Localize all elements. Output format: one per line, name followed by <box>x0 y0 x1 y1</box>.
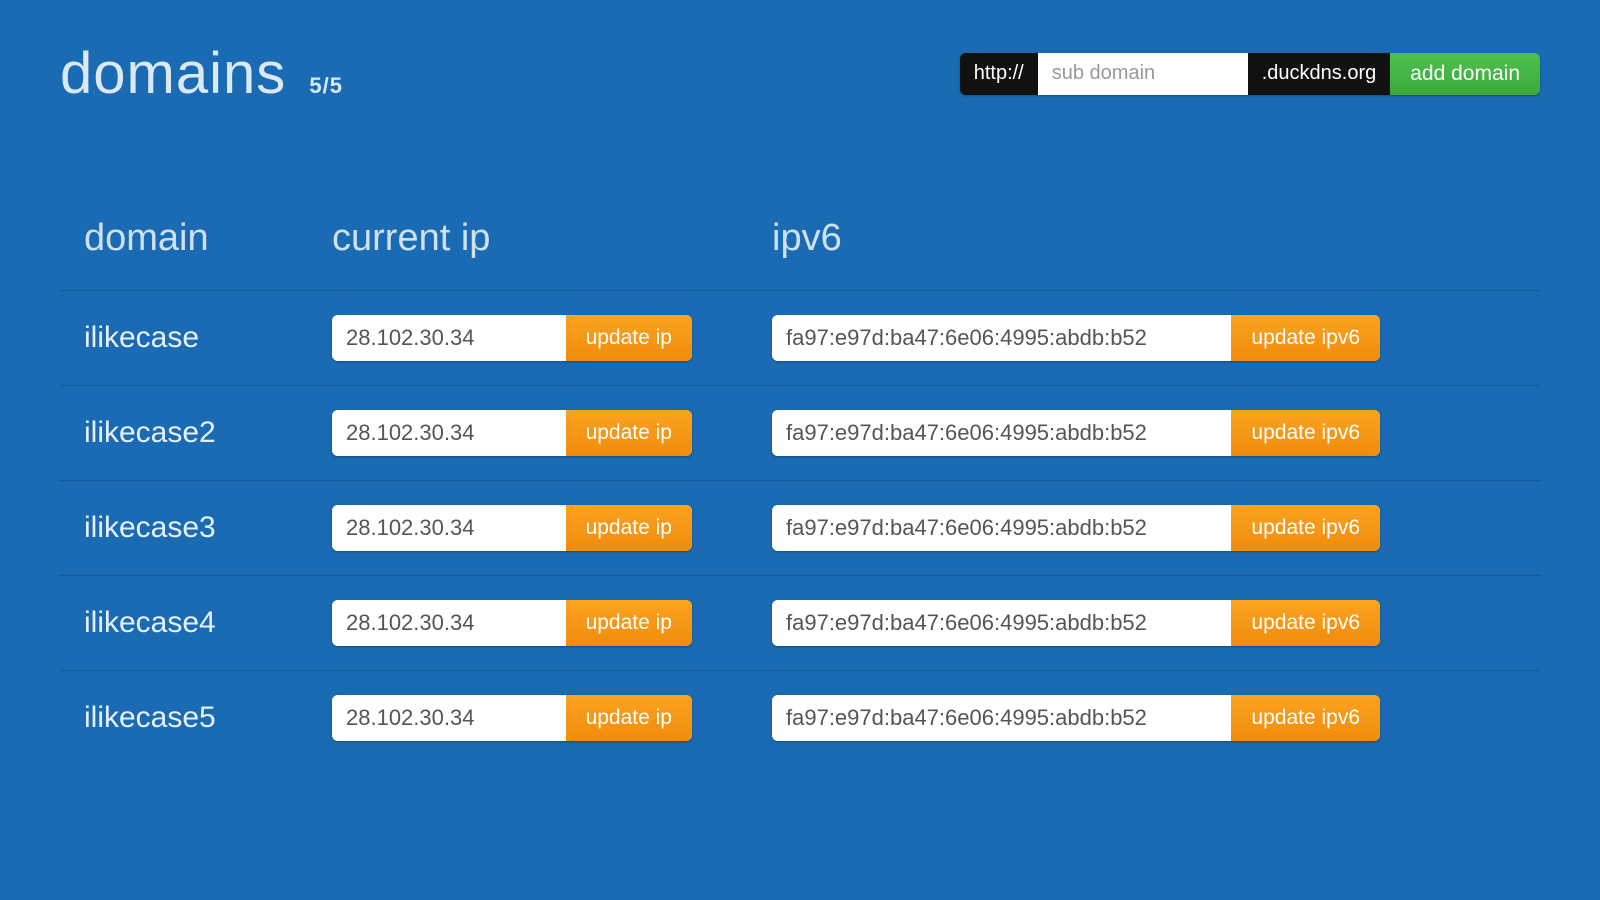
ipv6-input[interactable] <box>772 695 1231 741</box>
ipv6-input[interactable] <box>772 410 1231 456</box>
domain-name: ilikecase3 <box>84 511 332 545</box>
url-prefix-addon: http:// <box>960 53 1038 95</box>
ipv6-input-group: update ipv6 <box>772 505 1380 551</box>
ipv6-cell: update ipv6 <box>772 600 1380 646</box>
ipv6-input-group: update ipv6 <box>772 315 1380 361</box>
ip-input-group: update ip <box>332 315 692 361</box>
domain-count: 5/5 <box>309 73 343 98</box>
domain-name: ilikecase5 <box>84 701 332 735</box>
subdomain-input[interactable] <box>1038 53 1248 95</box>
ip-input[interactable] <box>332 505 566 551</box>
update-ipv6-button[interactable]: update ipv6 <box>1231 600 1380 646</box>
ipv6-input[interactable] <box>772 505 1231 551</box>
ipv6-cell: update ipv6 <box>772 315 1380 361</box>
table-row: ilikecase4 update ip update ipv6 <box>60 575 1540 670</box>
column-header-domain: domain <box>84 217 332 260</box>
add-domain-button[interactable]: add domain <box>1390 53 1540 95</box>
domain-name: ilikecase4 <box>84 606 332 640</box>
ip-cell: update ip <box>332 695 772 741</box>
domain-table-body: ilikecase update ip update ipv6 ilikecase2 u… <box>60 290 1540 765</box>
ipv6-input[interactable] <box>772 315 1231 361</box>
update-ip-button[interactable]: update ip <box>566 410 692 456</box>
update-ip-button[interactable]: update ip <box>566 600 692 646</box>
ip-input[interactable] <box>332 410 566 456</box>
column-header-ipv6: ipv6 <box>772 217 1516 260</box>
ip-input[interactable] <box>332 695 566 741</box>
update-ipv6-button[interactable]: update ipv6 <box>1231 410 1380 456</box>
ip-input[interactable] <box>332 600 566 646</box>
update-ipv6-button[interactable]: update ipv6 <box>1231 315 1380 361</box>
page-title: domains 5/5 <box>60 40 343 107</box>
ip-input-group: update ip <box>332 695 692 741</box>
add-domain-form: http:// .duckdns.org add domain <box>960 53 1540 95</box>
table-row: ilikecase3 update ip update ipv6 <box>60 480 1540 575</box>
domain-name: ilikecase2 <box>84 416 332 450</box>
ip-cell: update ip <box>332 315 772 361</box>
column-header-ip: current ip <box>332 217 772 260</box>
ip-input-group: update ip <box>332 600 692 646</box>
ip-input-group: update ip <box>332 505 692 551</box>
ip-input-group: update ip <box>332 410 692 456</box>
domain-name: ilikecase <box>84 321 332 355</box>
table-header-row: domain current ip ipv6 <box>60 217 1540 290</box>
update-ipv6-button[interactable]: update ipv6 <box>1231 505 1380 551</box>
ipv6-cell: update ipv6 <box>772 695 1380 741</box>
ip-cell: update ip <box>332 410 772 456</box>
table-row: ilikecase update ip update ipv6 <box>60 290 1540 385</box>
ip-input[interactable] <box>332 315 566 361</box>
ipv6-cell: update ipv6 <box>772 505 1380 551</box>
ip-cell: update ip <box>332 505 772 551</box>
update-ip-button[interactable]: update ip <box>566 315 692 361</box>
ipv6-input[interactable] <box>772 600 1231 646</box>
table-row: ilikecase2 update ip update ipv6 <box>60 385 1540 480</box>
ipv6-input-group: update ipv6 <box>772 695 1380 741</box>
title-text: domains <box>60 41 286 106</box>
table-row: ilikecase5 update ip update ipv6 <box>60 670 1540 765</box>
update-ipv6-button[interactable]: update ipv6 <box>1231 695 1380 741</box>
update-ip-button[interactable]: update ip <box>566 505 692 551</box>
header-row: domains 5/5 http:// .duckdns.org add dom… <box>60 40 1540 107</box>
ipv6-cell: update ipv6 <box>772 410 1380 456</box>
update-ip-button[interactable]: update ip <box>566 695 692 741</box>
ip-cell: update ip <box>332 600 772 646</box>
url-suffix-addon: .duckdns.org <box>1248 53 1391 95</box>
ipv6-input-group: update ipv6 <box>772 600 1380 646</box>
ipv6-input-group: update ipv6 <box>772 410 1380 456</box>
